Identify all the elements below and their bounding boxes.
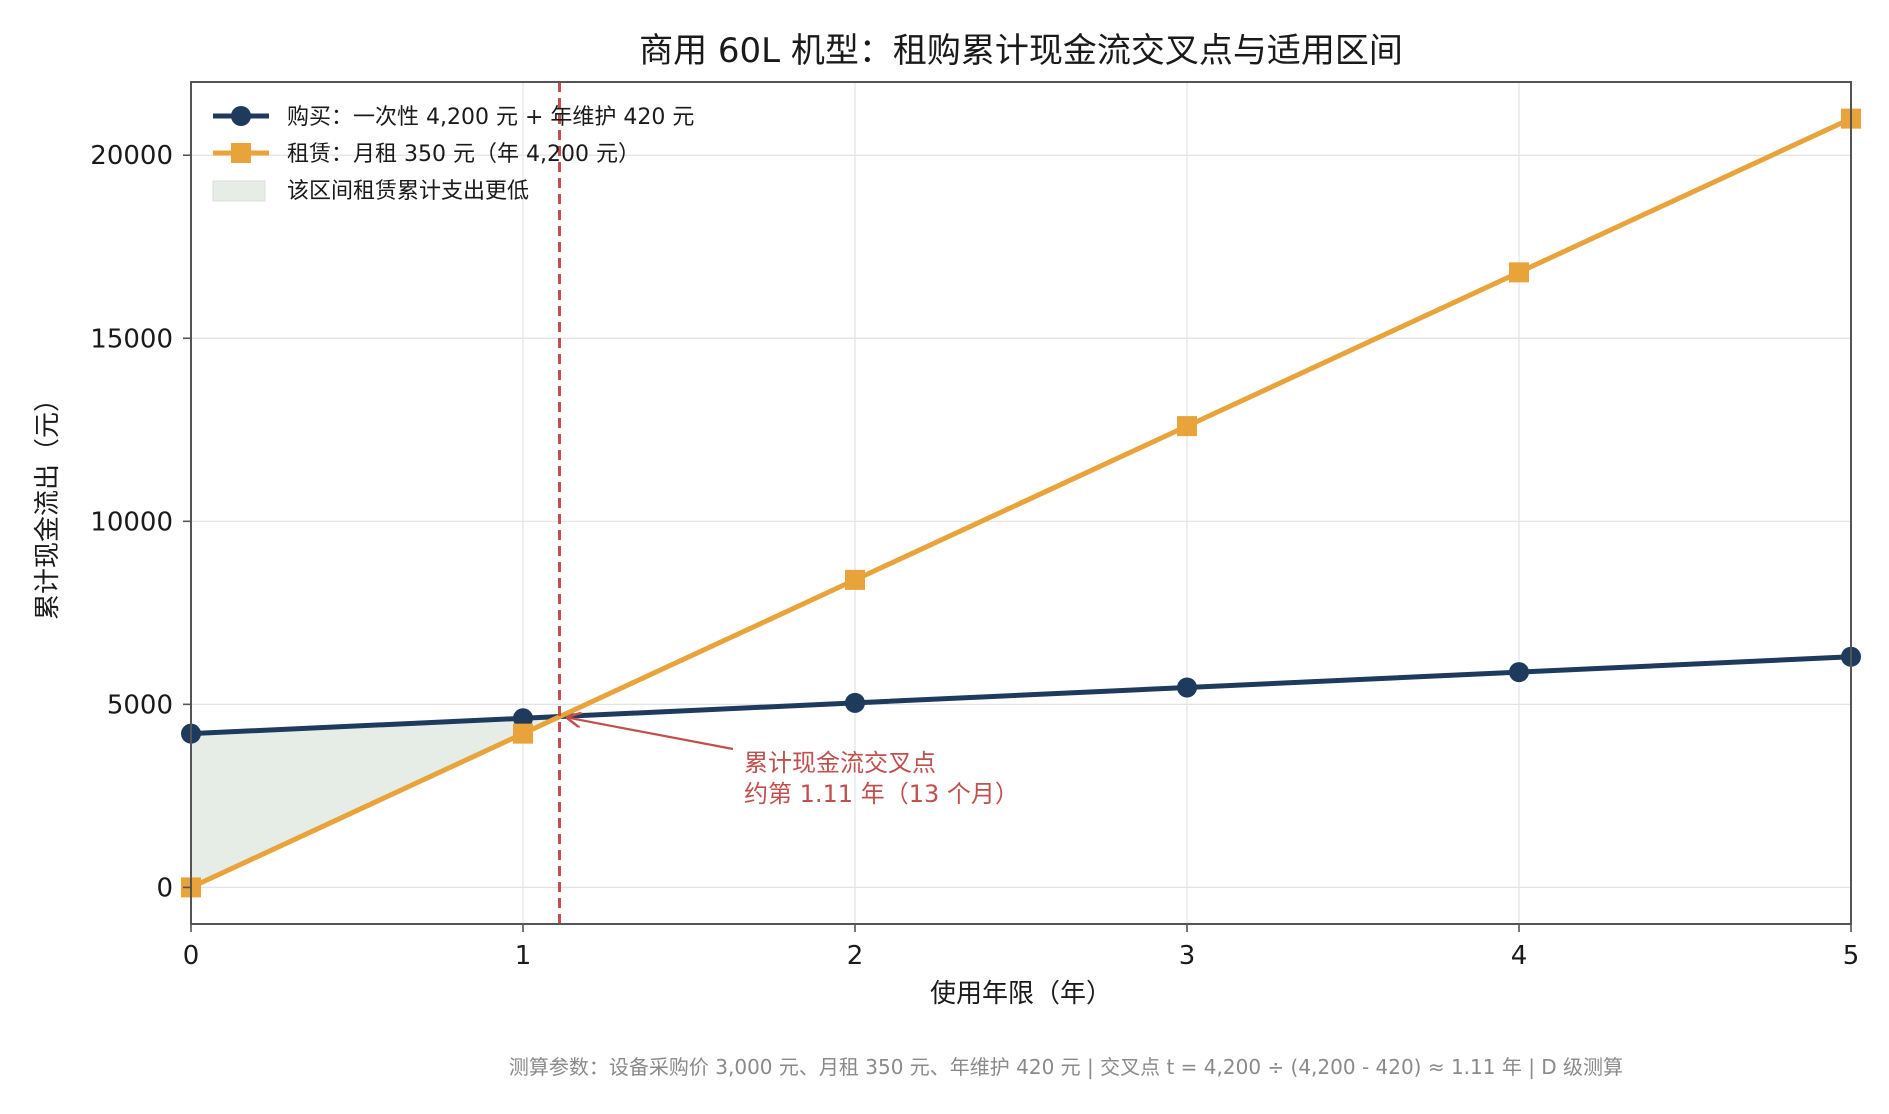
y-tick-label: 15000 [90, 324, 173, 354]
x-tick-label: 3 [1179, 941, 1196, 971]
series-1-point [845, 692, 865, 713]
series-2-point [513, 723, 533, 744]
crossover-annotation-line-2: 约第 1.11 年（13 个月） [744, 780, 1019, 808]
series-line-2 [189, 116, 1853, 890]
y-tick-label: 20000 [90, 141, 173, 171]
crossover-arrow [568, 718, 734, 751]
y-tick-label: 0 [156, 873, 173, 903]
series-1-point [1509, 662, 1529, 683]
legend-marker-1 [231, 106, 251, 126]
chart-title: 商用 60L 机型：租购累计现金流交叉点与适用区间 [639, 31, 1403, 71]
y-tick-label: 5000 [107, 690, 173, 720]
plot-frame [190, 81, 1852, 925]
series-2-point [1177, 416, 1197, 437]
x-axis-label: 使用年限（年） [930, 979, 1112, 1009]
legend-marker-2 [231, 143, 251, 163]
legend-label-1: 购买：一次性 4,200 元 + 年维护 420 元 [287, 105, 694, 130]
axes-layer: 0 1 2 3 4 5 0 5000 10000 15000 20000 [90, 81, 1860, 971]
legend-label-shade: 该区间租赁累计支出更低 [287, 179, 529, 204]
legend-swatch-shade [212, 180, 266, 202]
series-layer [181, 108, 1861, 898]
x-tick-label: 2 [847, 941, 864, 971]
series-line-1 [190, 654, 1852, 737]
x-tick-label: 4 [1511, 941, 1528, 971]
series-1-point [1177, 677, 1197, 698]
legend-label-2: 租赁：月租 350 元（年 4,200 元） [287, 142, 640, 167]
series-1-point [513, 708, 533, 729]
x-tick-label: 1 [515, 941, 532, 971]
x-tick-label: 0 [183, 941, 200, 971]
x-tick-label: 5 [1843, 941, 1860, 971]
series-2-point [1509, 262, 1529, 283]
legend: 购买：一次性 4,200 元 + 年维护 420 元租赁：月租 350 元（年 … [212, 105, 694, 204]
series-2-point [845, 569, 865, 590]
y-tick-label: 10000 [90, 507, 173, 537]
crossover-annotation-line-1: 累计现金流交叉点 [744, 749, 936, 777]
y-axis-label: 累计现金流出（元） [33, 386, 63, 620]
footnote: 测算参数：设备采购价 3,000 元、月租 350 元、年维护 420 元 | … [509, 1055, 1623, 1079]
